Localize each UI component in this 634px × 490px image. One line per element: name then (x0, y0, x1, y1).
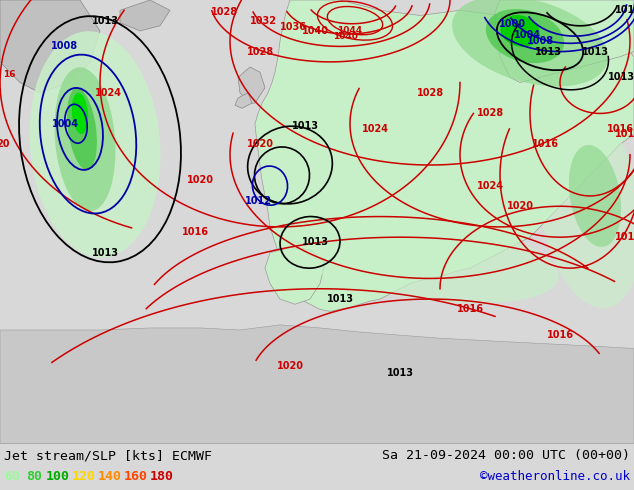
Ellipse shape (538, 104, 634, 308)
Text: 1036: 1036 (280, 22, 306, 32)
Text: 1013: 1013 (614, 5, 634, 15)
Text: 1020: 1020 (186, 175, 214, 186)
Text: 1028: 1028 (247, 47, 273, 56)
Text: 1016: 1016 (181, 227, 209, 237)
Polygon shape (255, 0, 634, 312)
Text: 1020: 1020 (276, 361, 304, 371)
Ellipse shape (500, 15, 540, 47)
Text: 80: 80 (26, 470, 42, 483)
Text: 1013: 1013 (581, 47, 609, 56)
Text: 1013: 1013 (534, 47, 562, 56)
Text: 16: 16 (3, 71, 15, 79)
Polygon shape (235, 93, 252, 108)
Ellipse shape (55, 67, 115, 211)
Text: 1040: 1040 (333, 31, 358, 41)
Ellipse shape (452, 0, 608, 86)
Ellipse shape (486, 9, 564, 63)
Text: 1012: 1012 (245, 196, 271, 206)
Text: 1016: 1016 (531, 139, 559, 149)
Text: 1013: 1013 (607, 73, 634, 82)
Ellipse shape (569, 145, 621, 247)
Ellipse shape (72, 93, 88, 134)
Text: 1024: 1024 (477, 181, 503, 191)
Text: 1044: 1044 (337, 26, 363, 35)
Text: 1020: 1020 (247, 139, 273, 149)
Text: 1008: 1008 (526, 36, 553, 46)
Text: 1032: 1032 (250, 16, 276, 25)
Text: 1013: 1013 (91, 247, 119, 258)
Text: 140: 140 (98, 470, 122, 483)
Text: ©weatheronline.co.uk: ©weatheronline.co.uk (480, 470, 630, 483)
Text: 1024: 1024 (94, 88, 122, 98)
Text: 1013: 1013 (302, 237, 328, 247)
Text: 1016: 1016 (614, 232, 634, 242)
Text: 1028: 1028 (211, 7, 238, 17)
Polygon shape (495, 0, 634, 82)
Text: 20: 20 (0, 139, 10, 149)
Text: 180: 180 (150, 470, 174, 483)
Polygon shape (310, 0, 370, 57)
Text: 1028: 1028 (417, 88, 444, 98)
Text: 1004: 1004 (514, 30, 541, 40)
Text: 1013: 1013 (91, 16, 119, 25)
Text: Sa 21-09-2024 00:00 UTC (00+00): Sa 21-09-2024 00:00 UTC (00+00) (382, 449, 630, 462)
Text: 1028: 1028 (476, 108, 503, 119)
Text: 1013: 1013 (327, 294, 354, 304)
Text: 60: 60 (4, 470, 20, 483)
Text: 100: 100 (46, 470, 70, 483)
Text: 1008: 1008 (51, 42, 79, 51)
Text: 1020: 1020 (507, 201, 533, 211)
Text: 120: 120 (72, 470, 96, 483)
Text: 1013: 1013 (387, 368, 413, 378)
Text: 1013: 1013 (292, 121, 318, 131)
Polygon shape (0, 0, 100, 93)
Ellipse shape (281, 212, 559, 303)
Text: 1016: 1016 (547, 330, 574, 340)
Text: 1016: 1016 (607, 124, 633, 134)
Ellipse shape (30, 31, 160, 258)
Polygon shape (238, 67, 265, 103)
Text: Jet stream/SLP [kts] ECMWF: Jet stream/SLP [kts] ECMWF (4, 449, 212, 462)
Text: 1016: 1016 (456, 304, 484, 315)
Polygon shape (265, 247, 325, 304)
Text: 1040: 1040 (302, 26, 328, 36)
Text: 1000: 1000 (498, 19, 526, 29)
Text: 1024: 1024 (361, 124, 389, 134)
Ellipse shape (67, 88, 97, 170)
Text: 1004: 1004 (51, 119, 79, 129)
Polygon shape (0, 325, 634, 443)
Polygon shape (120, 0, 170, 31)
Text: 160: 160 (124, 470, 148, 483)
Text: 1016: 1016 (614, 129, 634, 139)
